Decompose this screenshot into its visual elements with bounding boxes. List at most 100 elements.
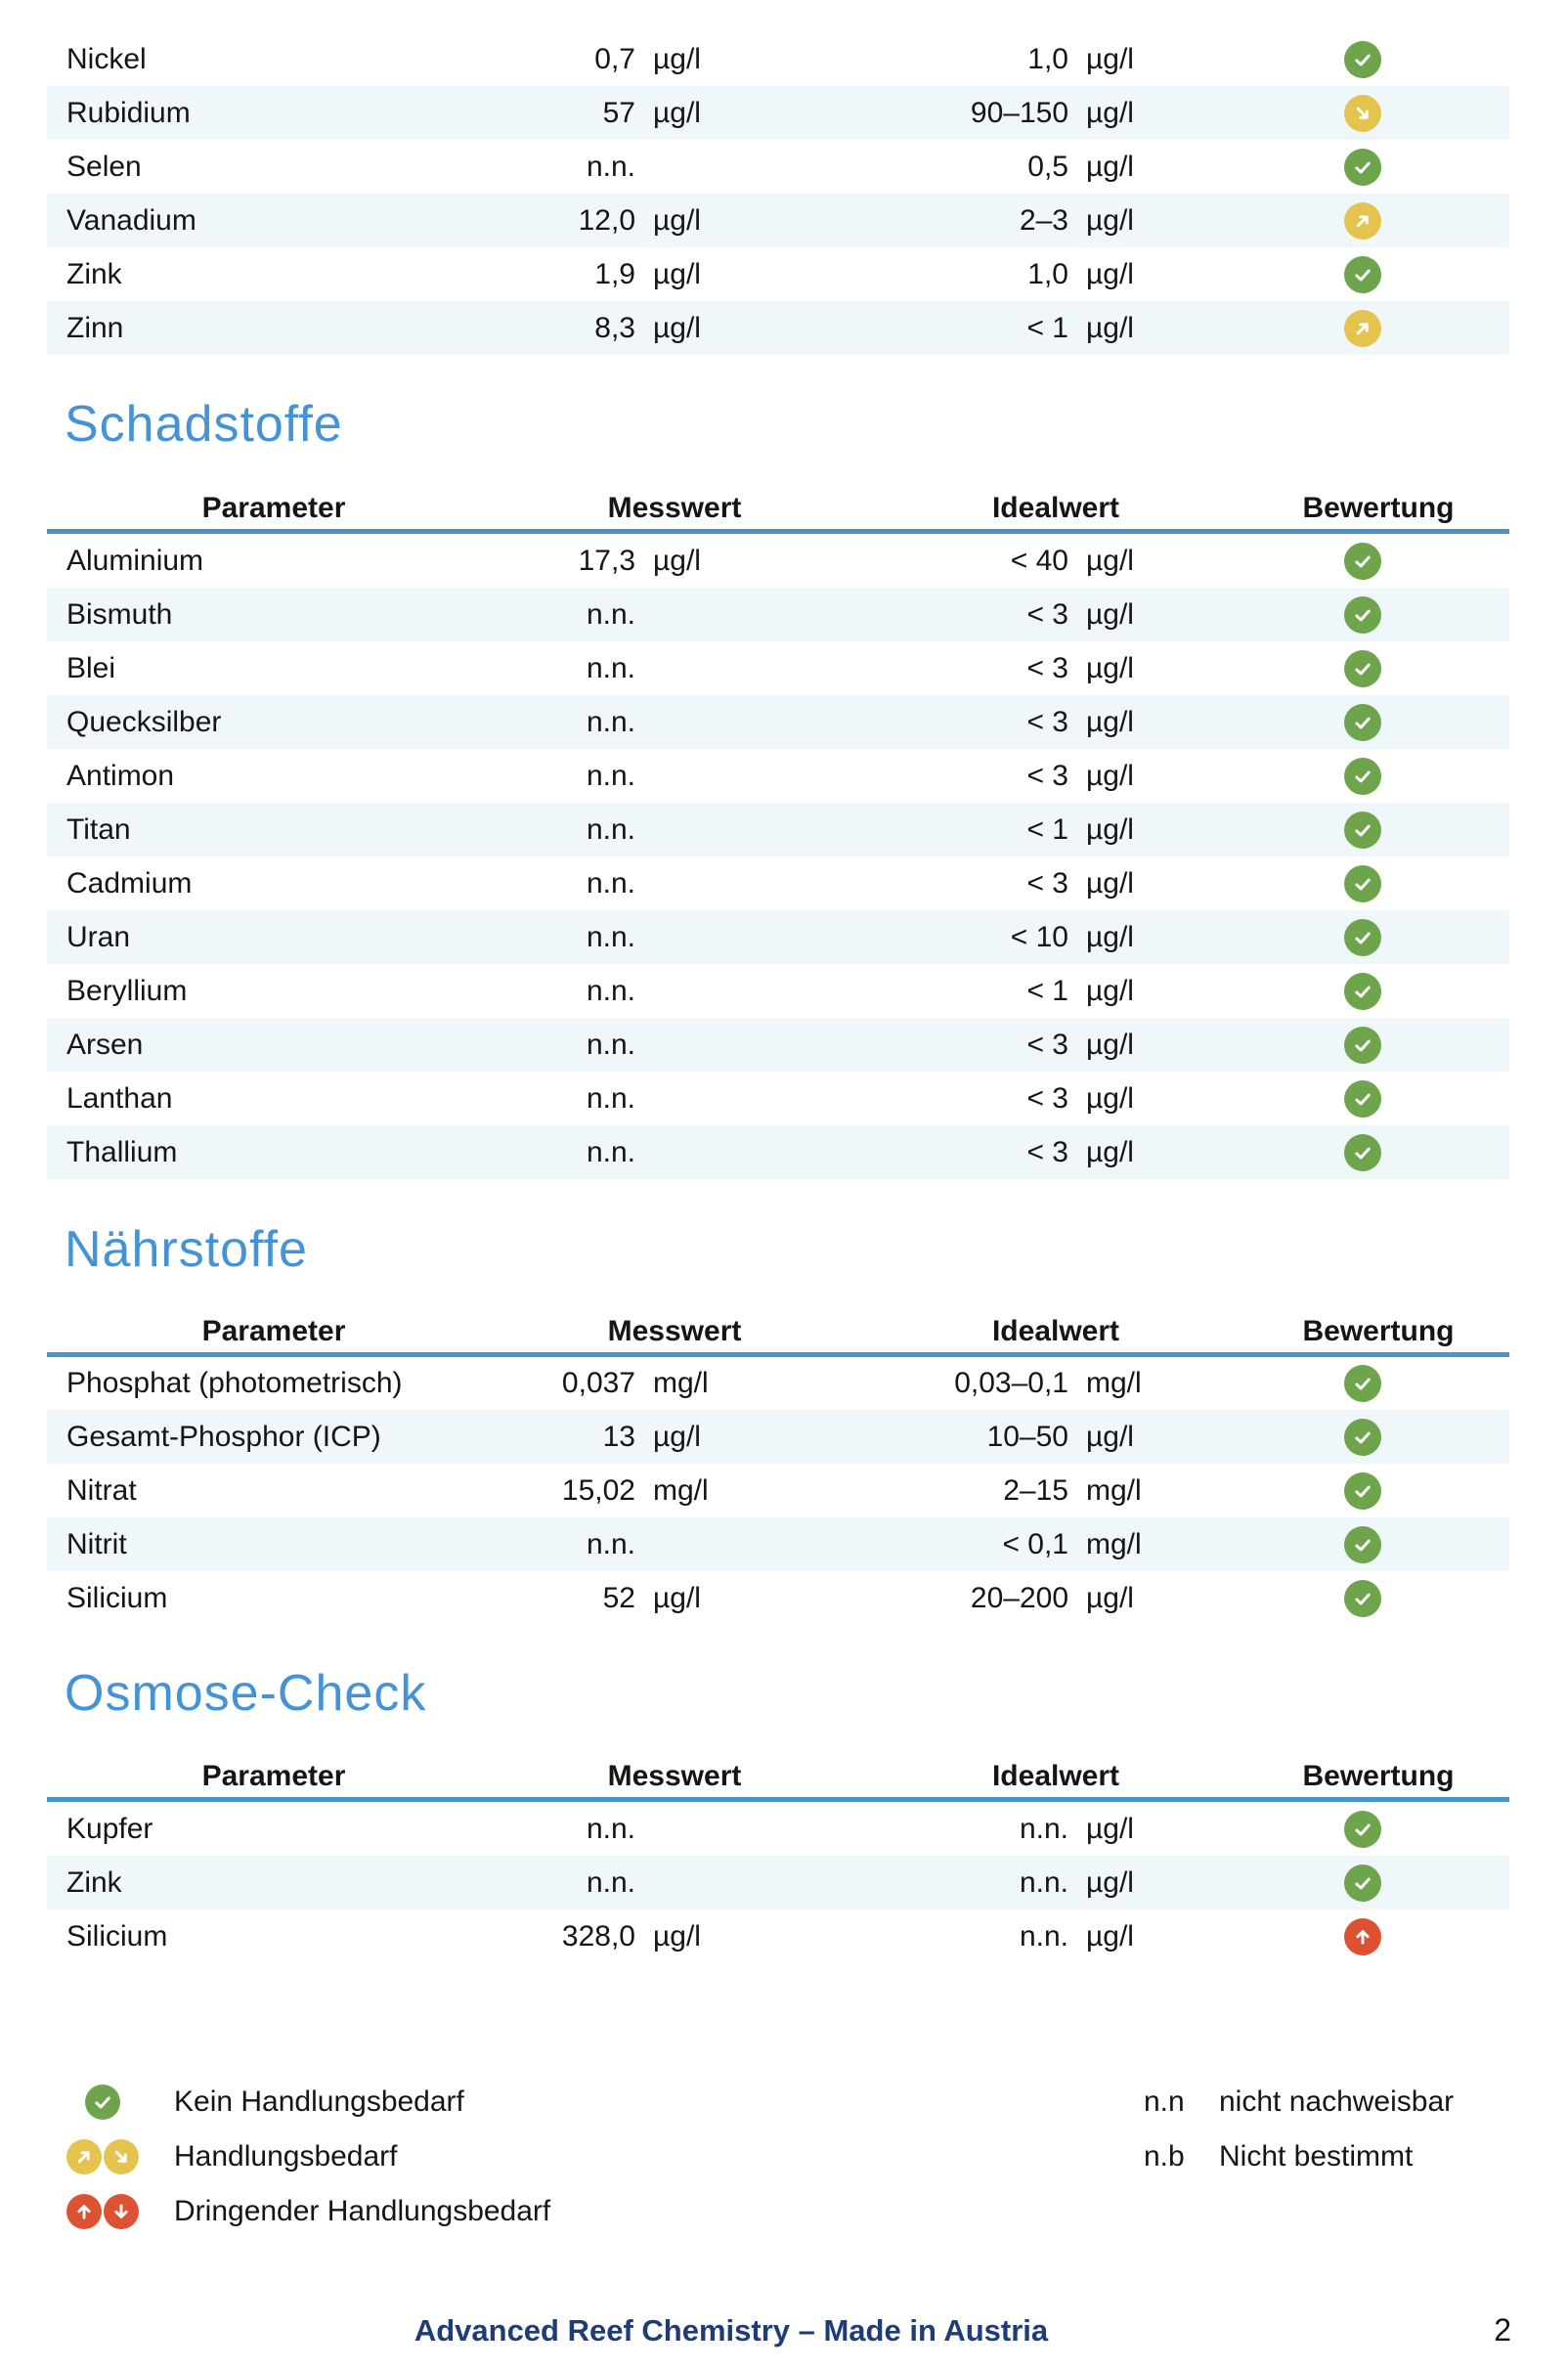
- messwert-value: n.n.: [586, 1028, 635, 1061]
- idealwert-unit: µg/l: [1086, 1135, 1134, 1168]
- idealwert-value: n.n.: [1019, 1865, 1068, 1899]
- check-icon: [1343, 1418, 1381, 1456]
- parameter-cell: Silicium: [66, 1581, 168, 1614]
- bewertung-cell: [1215, 649, 1509, 687]
- messwert-unit: µg/l: [653, 257, 701, 290]
- messwert-value: n.n.: [586, 597, 635, 631]
- idealwert-unit: µg/l: [1086, 597, 1134, 631]
- messwert-value: 13: [602, 1420, 635, 1453]
- parameter-cell: Arsen: [66, 1028, 144, 1061]
- table-row: Zink 1,9 µg/l 1,0 µg/l: [47, 247, 1509, 301]
- idealwert-unit: µg/l: [1086, 651, 1134, 684]
- naehrstoffe-table-header: Parameter Messwert Idealwert Bewertung: [0, 1312, 1568, 1357]
- idealwert-value: < 3: [1026, 597, 1068, 631]
- idealwert-unit: µg/l: [1086, 1028, 1134, 1061]
- legend-item: Dringender Handlungsbedarf: [66, 2184, 550, 2239]
- trace-elements-table-continued: Nickel 0,7 µg/l 1,0 µg/l Rubidium 57 µg/l 90–150…: [47, 32, 1509, 355]
- idealwert-unit: µg/l: [1086, 920, 1134, 953]
- section-title-schadstoffe: Schadstoffe: [65, 396, 343, 453]
- idealwert-value: < 10: [1010, 920, 1068, 953]
- idealwert-unit: mg/l: [1086, 1366, 1142, 1399]
- legend-item-label: Handlungsbedarf: [174, 2140, 398, 2172]
- check-icon: [1343, 148, 1381, 186]
- check-icon: [1343, 1810, 1381, 1848]
- table-row: Vanadium 12,0 µg/l 2–3 µg/l: [47, 194, 1509, 247]
- bewertung-cell: [1215, 1525, 1509, 1563]
- check-icon: [1343, 1133, 1381, 1171]
- parameter-cell: Aluminium: [66, 544, 204, 577]
- column-header-bewertung: Bewertung: [1302, 1760, 1455, 1792]
- messwert-value: 0,7: [594, 42, 635, 75]
- messwert-unit: µg/l: [653, 42, 701, 75]
- idealwert-unit: µg/l: [1086, 1081, 1134, 1115]
- bewertung-cell: [1215, 40, 1509, 78]
- check-icon: [1343, 703, 1381, 741]
- header-rule: [47, 529, 1509, 534]
- parameter-cell: Bismuth: [66, 597, 173, 631]
- bewertung-cell: [1215, 201, 1509, 240]
- idealwert-value: < 1: [1026, 974, 1068, 1007]
- idealwert-unit: µg/l: [1086, 974, 1134, 1007]
- check-icon: [1343, 918, 1381, 956]
- check-icon: [1343, 972, 1381, 1010]
- idealwert-value: < 3: [1026, 866, 1068, 900]
- messwert-value: n.n.: [586, 1135, 635, 1168]
- section-title-osmose-check: Osmose-Check: [65, 1665, 427, 1722]
- bewertung-cell: [1215, 1471, 1509, 1510]
- parameter-cell: Antimon: [66, 759, 175, 792]
- messwert-value: 8,3: [594, 311, 635, 344]
- check-icon: [1343, 255, 1381, 293]
- idealwert-value: < 3: [1026, 651, 1068, 684]
- table-row: Blei n.n. < 3 µg/l: [47, 641, 1509, 695]
- messwert-value: 52: [602, 1581, 635, 1614]
- parameter-cell: Thallium: [66, 1135, 178, 1168]
- idealwert-unit: µg/l: [1086, 257, 1134, 290]
- section-title-naehrstoffe: Nährstoffe: [65, 1221, 308, 1278]
- check-icon: [1343, 757, 1381, 795]
- idealwert-value: < 3: [1026, 705, 1068, 738]
- idealwert-unit: µg/l: [1086, 1919, 1134, 1953]
- bewertung-cell: [1215, 1364, 1509, 1402]
- messwert-value: 57: [602, 96, 635, 129]
- idealwert-value: 0,03–0,1: [954, 1366, 1068, 1399]
- parameter-cell: Rubidium: [66, 96, 191, 129]
- bewertung-cell: [1215, 972, 1509, 1010]
- idealwert-value: 10–50: [986, 1420, 1068, 1453]
- arrow-up-icon: [1343, 1917, 1381, 1955]
- messwert-unit: µg/l: [653, 311, 701, 344]
- osmose-table-header: Parameter Messwert Idealwert Bewertung: [0, 1757, 1568, 1802]
- bewertung-cell: [1215, 542, 1509, 580]
- legend-item: Handlungsbedarf: [66, 2129, 398, 2184]
- idealwert-value: n.n.: [1019, 1812, 1068, 1845]
- check-icon: [1343, 595, 1381, 634]
- bewertung-cell: [1215, 1810, 1509, 1848]
- messwert-value: 15,02: [561, 1473, 635, 1507]
- bewertung-cell: [1215, 864, 1509, 902]
- idealwert-unit: µg/l: [1086, 1420, 1134, 1453]
- bewertung-cell: [1215, 918, 1509, 956]
- header-rule: [47, 1797, 1509, 1802]
- footer-brand-text: Advanced Reef Chemistry – Made in Austri…: [414, 2313, 1049, 2348]
- parameter-cell: Cadmium: [66, 866, 193, 900]
- abbreviation-key: n.n: [1144, 2085, 1185, 2118]
- messwert-value: n.n.: [586, 812, 635, 846]
- table-row: Thallium n.n. < 3 µg/l: [47, 1125, 1509, 1179]
- parameter-cell: Kupfer: [66, 1812, 153, 1845]
- parameter-cell: Quecksilber: [66, 705, 222, 738]
- messwert-value: n.n.: [586, 1865, 635, 1899]
- parameter-cell: Zink: [66, 1865, 122, 1899]
- table-row: Lanthan n.n. < 3 µg/l: [47, 1072, 1509, 1125]
- messwert-value: 17,3: [578, 544, 635, 577]
- parameter-cell: Phosphat (photometrisch): [66, 1366, 403, 1399]
- messwert-unit: mg/l: [653, 1473, 709, 1507]
- messwert-value: n.n.: [586, 866, 635, 900]
- abbreviation-row: n.n nicht nachweisbar: [0, 2075, 1568, 2129]
- osmose-check-table: Kupfer n.n. n.n. µg/l Zink n.n. n.n. µg/l Silici…: [47, 1802, 1509, 1963]
- legend-item: Kein Handlungsbedarf: [66, 2075, 464, 2129]
- messwert-value: n.n.: [586, 1527, 635, 1560]
- idealwert-value: 1,0: [1027, 257, 1068, 290]
- messwert-value: n.n.: [586, 150, 635, 183]
- column-header-bewertung: Bewertung: [1302, 492, 1455, 524]
- messwert-value: 0,037: [561, 1366, 635, 1399]
- idealwert-unit: µg/l: [1086, 1581, 1134, 1614]
